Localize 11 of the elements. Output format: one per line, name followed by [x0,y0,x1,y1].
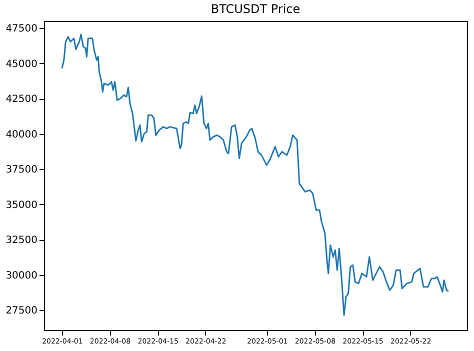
line-series [61,34,450,316]
y-tick-label: 37500 [6,164,38,176]
y-tick-label: 45000 [6,58,38,70]
y-tick-label: 35000 [6,200,38,211]
chart-title: BTCUSDT Price [210,2,300,16]
y-tick-label: 30000 [6,270,38,282]
y-tick-label: 27500 [6,306,38,317]
y-tick-label: 47500 [6,24,38,35]
y-tick-label: 40000 [6,129,38,140]
y-tick-label: 32500 [6,235,38,246]
y-tick-label: 42500 [6,94,38,106]
